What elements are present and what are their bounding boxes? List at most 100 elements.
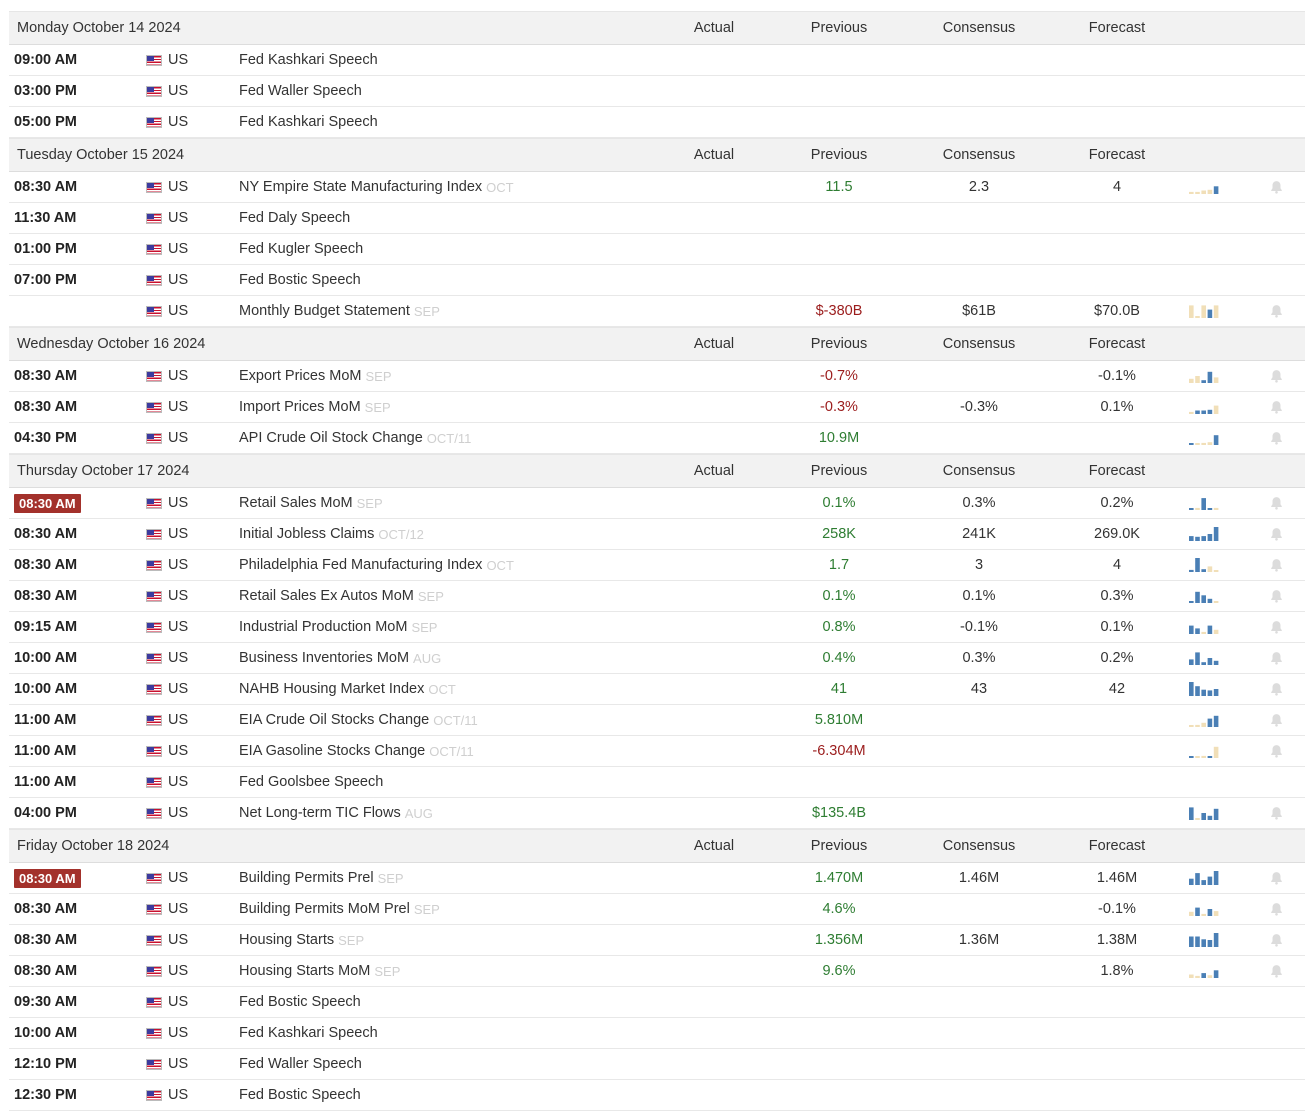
- event-name[interactable]: Fed Goolsbee Speech: [239, 774, 384, 790]
- event-name[interactable]: Export Prices MoM: [239, 368, 362, 384]
- event-name[interactable]: Monthly Budget Statement: [239, 303, 410, 319]
- sparkline-chart[interactable]: [1189, 894, 1221, 924]
- bell-icon[interactable]: [1268, 296, 1284, 326]
- sparkline-chart[interactable]: [1189, 956, 1221, 986]
- event-row[interactable]: 08:30 AM US NY Empire State Manufacturing …: [9, 172, 1305, 203]
- sparkline-chart[interactable]: [1189, 296, 1221, 326]
- sparkline-chart[interactable]: [1189, 581, 1221, 611]
- sparkline-chart[interactable]: [1189, 798, 1221, 828]
- event-name[interactable]: Fed Kashkari Speech: [239, 1025, 378, 1041]
- event-row[interactable]: 08:30 AM US Import Prices MoM SEP -0.3% -0.3%…: [9, 392, 1305, 423]
- day-date: Thursday October 17 2024: [17, 463, 190, 479]
- bell-icon[interactable]: [1268, 674, 1284, 704]
- event-row[interactable]: 11:00 AM US Fed Goolsbee Speech: [9, 767, 1305, 798]
- event-name[interactable]: Business Inventories MoM: [239, 650, 410, 666]
- bell-icon[interactable]: [1268, 894, 1284, 924]
- bell-icon[interactable]: [1268, 798, 1284, 828]
- event-name[interactable]: Fed Daly Speech: [239, 210, 351, 226]
- event-name[interactable]: Housing Starts MoM: [239, 963, 371, 979]
- sparkline-chart[interactable]: [1189, 612, 1221, 642]
- event-row[interactable]: 08:30 AM US Export Prices MoM SEP -0.7% -0.1%: [9, 361, 1305, 392]
- event-row[interactable]: 08:30 AM US Housing Starts SEP 1.356M 1.36M 1.…: [9, 925, 1305, 956]
- event-name[interactable]: Initial Jobless Claims: [239, 526, 375, 542]
- event-name[interactable]: Industrial Production MoM: [239, 619, 408, 635]
- event-row[interactable]: 09:15 AM US Industrial Production MoM SEP 0.…: [9, 612, 1305, 643]
- sparkline-chart[interactable]: [1189, 863, 1221, 893]
- event-row[interactable]: 04:00 PM US Net Long-term TIC Flows AUG $135…: [9, 798, 1305, 829]
- event-row[interactable]: 12:30 PM US Fed Bostic Speech: [9, 1080, 1305, 1111]
- event-name[interactable]: API Crude Oil Stock Change: [239, 430, 423, 446]
- event-row[interactable]: 08:30 AM US Building Permits Prel SEP 1.470M…: [9, 863, 1305, 894]
- event-name[interactable]: Fed Kashkari Speech: [239, 52, 378, 68]
- event-row[interactable]: 11:00 AM US EIA Crude Oil Stocks Change OCT…: [9, 705, 1305, 736]
- event-name[interactable]: Net Long-term TIC Flows: [239, 805, 401, 821]
- event-row[interactable]: 10:00 AM US NAHB Housing Market Index OCT 41…: [9, 674, 1305, 705]
- sparkline-chart[interactable]: [1189, 643, 1221, 673]
- country-code: US: [168, 114, 189, 130]
- bell-icon[interactable]: [1268, 736, 1284, 766]
- sparkline-chart[interactable]: [1189, 392, 1221, 422]
- event-name[interactable]: Fed Bostic Speech: [239, 1087, 361, 1103]
- bell-icon[interactable]: [1268, 956, 1284, 986]
- sparkline-chart[interactable]: [1189, 172, 1221, 202]
- event-name[interactable]: Philadelphia Fed Manufacturing Index: [239, 557, 483, 573]
- event-name[interactable]: NY Empire State Manufacturing Index: [239, 179, 483, 195]
- sparkline-chart[interactable]: [1189, 423, 1221, 453]
- event-row[interactable]: 08:30 AM US Housing Starts MoM SEP 9.6% 1.8%: [9, 956, 1305, 987]
- bell-icon[interactable]: [1268, 612, 1284, 642]
- sparkline-chart[interactable]: [1189, 736, 1221, 766]
- event-row[interactable]: 08:30 AM US Building Permits MoM Prel SEP 4.…: [9, 894, 1305, 925]
- event-name[interactable]: Fed Waller Speech: [239, 1056, 362, 1072]
- event-name[interactable]: Fed Kugler Speech: [239, 241, 364, 257]
- bell-icon[interactable]: [1268, 423, 1284, 453]
- bell-icon[interactable]: [1268, 392, 1284, 422]
- event-name[interactable]: NAHB Housing Market Index: [239, 681, 425, 697]
- event-row[interactable]: 11:00 AM US EIA Gasoline Stocks Change OCT/…: [9, 736, 1305, 767]
- event-name[interactable]: Retail Sales Ex Autos MoM: [239, 588, 414, 604]
- bell-icon[interactable]: [1268, 643, 1284, 673]
- event-name[interactable]: Fed Waller Speech: [239, 83, 362, 99]
- event-row[interactable]: 08:30 AM US Philadelphia Fed Manufacturing…: [9, 550, 1305, 581]
- event-name[interactable]: Housing Starts: [239, 932, 335, 948]
- event-name[interactable]: Import Prices MoM: [239, 399, 361, 415]
- bell-icon[interactable]: [1268, 925, 1284, 955]
- event-name[interactable]: Building Permits MoM Prel: [239, 901, 410, 917]
- event-row[interactable]: 01:00 PM US Fed Kugler Speech: [9, 234, 1305, 265]
- event-row[interactable]: 07:00 PM US Fed Bostic Speech: [9, 265, 1305, 296]
- event-row[interactable]: 12:10 PM US Fed Waller Speech: [9, 1049, 1305, 1080]
- event-row[interactable]: 10:00 AM US Business Inventories MoM AUG 0.4…: [9, 643, 1305, 674]
- event-row[interactable]: 08:30 AM US Retail Sales Ex Autos MoM SEP 0.…: [9, 581, 1305, 612]
- event-name[interactable]: Fed Bostic Speech: [239, 272, 361, 288]
- bell-icon[interactable]: [1268, 705, 1284, 735]
- event-row[interactable]: 09:00 AM US Fed Kashkari Speech: [9, 45, 1305, 76]
- sparkline-chart[interactable]: [1189, 519, 1221, 549]
- event-name[interactable]: Fed Bostic Speech: [239, 994, 361, 1010]
- sparkline-chart[interactable]: [1189, 550, 1221, 580]
- bell-icon[interactable]: [1268, 863, 1284, 893]
- event-name[interactable]: EIA Gasoline Stocks Change: [239, 743, 426, 759]
- event-row[interactable]: 04:30 PM US API Crude Oil Stock Change OCT/…: [9, 423, 1305, 454]
- event-name[interactable]: Building Permits Prel: [239, 870, 374, 886]
- event-row[interactable]: 08:30 AM US Initial Jobless Claims OCT/12 25…: [9, 519, 1305, 550]
- bell-icon[interactable]: [1268, 550, 1284, 580]
- event-row[interactable]: 10:00 AM US Fed Kashkari Speech: [9, 1018, 1305, 1049]
- sparkline-chart[interactable]: [1189, 674, 1221, 704]
- event-row[interactable]: 09:30 AM US Fed Bostic Speech: [9, 987, 1305, 1018]
- event-name[interactable]: Retail Sales MoM: [239, 495, 353, 511]
- sparkline-chart[interactable]: [1189, 705, 1221, 735]
- event-row[interactable]: 11:30 AM US Fed Daly Speech: [9, 203, 1305, 234]
- bell-icon[interactable]: [1268, 361, 1284, 391]
- event-name[interactable]: EIA Crude Oil Stocks Change: [239, 712, 430, 728]
- event-row[interactable]: 08:30 AM US Retail Sales MoM SEP 0.1% 0.3% 0.2…: [9, 488, 1305, 519]
- event-row[interactable]: 05:00 PM US Fed Kashkari Speech: [9, 107, 1305, 138]
- event-row[interactable]: 03:00 PM US Fed Waller Speech: [9, 76, 1305, 107]
- bell-icon[interactable]: [1268, 519, 1284, 549]
- sparkline-chart[interactable]: [1189, 361, 1221, 391]
- sparkline-chart[interactable]: [1189, 925, 1221, 955]
- bell-icon[interactable]: [1268, 488, 1284, 518]
- bell-icon[interactable]: [1268, 172, 1284, 202]
- bell-icon[interactable]: [1268, 581, 1284, 611]
- event-name[interactable]: Fed Kashkari Speech: [239, 114, 378, 130]
- event-row[interactable]: US Monthly Budget Statement SEP $-380B $61B $…: [9, 296, 1305, 327]
- sparkline-chart[interactable]: [1189, 488, 1221, 518]
